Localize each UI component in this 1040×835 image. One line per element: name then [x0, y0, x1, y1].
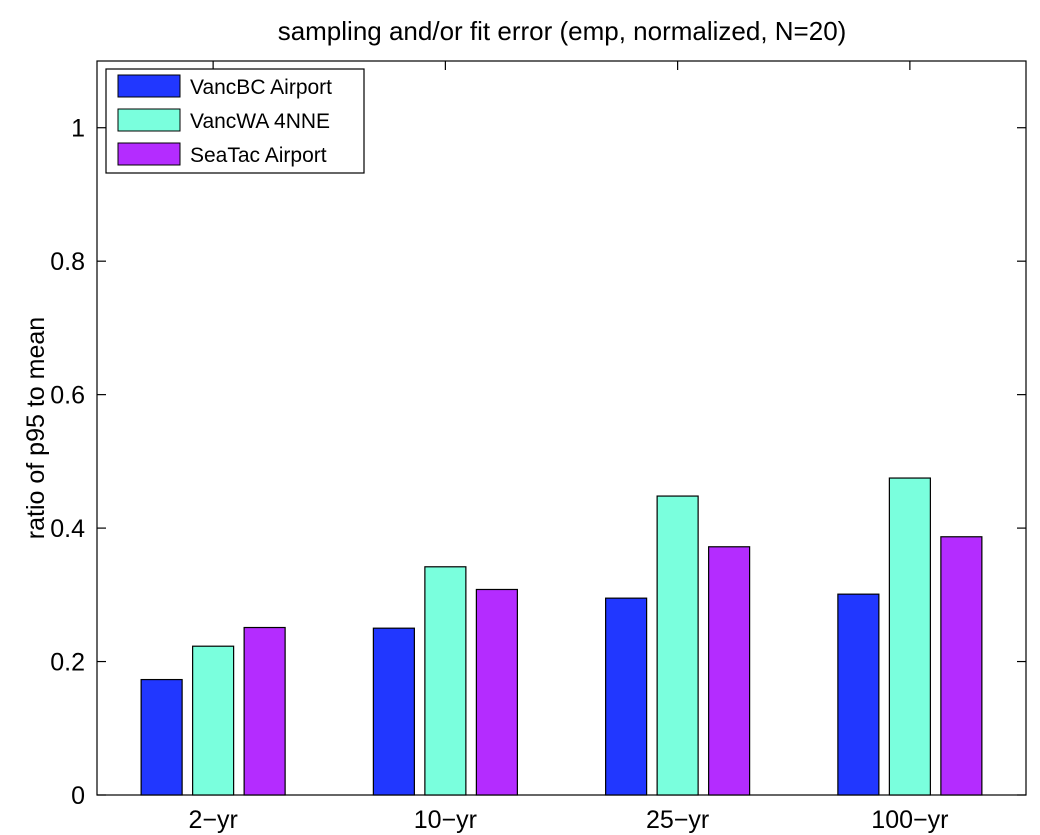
bar	[424, 566, 467, 796]
legend-label: SeaTac Airport	[190, 144, 327, 167]
bar	[140, 678, 183, 796]
x-tick-label: 2−yr	[188, 806, 237, 834]
x-tick-label: 10−yr	[414, 806, 477, 834]
bar	[940, 536, 983, 796]
y-tick-label: 0.4	[50, 515, 85, 543]
bar	[656, 495, 699, 796]
y-tick-label: 0.8	[50, 248, 85, 276]
bar	[475, 588, 518, 796]
legend: VancBC Airport VancWA 4NNE SeaTac Airport	[105, 68, 365, 174]
bar	[372, 627, 415, 796]
y-tick-label: 1	[71, 115, 85, 143]
y-tick-label: 0.2	[50, 649, 85, 677]
x-tick-label: 25−yr	[646, 806, 709, 834]
plot-area: 0 0.2 0.4 0.6 0.8 1 2−yr 10−yr 25−yr 100−yr	[50, 60, 1027, 834]
bar	[888, 477, 931, 796]
legend-swatch	[117, 142, 181, 166]
bar	[192, 645, 235, 796]
legend-label: VancBC Airport	[190, 76, 332, 99]
y-tick-label: 0	[71, 782, 85, 810]
bar	[708, 546, 751, 796]
legend-swatch	[117, 74, 181, 98]
bar	[837, 593, 880, 796]
y-tick-label: 0.6	[50, 382, 85, 410]
bar	[243, 626, 286, 796]
y-axis-label: ratio of p95 to mean	[22, 317, 50, 539]
legend-label: VancWA 4NNE	[190, 110, 330, 133]
bar	[605, 597, 648, 796]
legend-swatch	[117, 108, 181, 132]
x-tick-label: 100−yr	[871, 806, 948, 834]
chart-title: sampling and/or fit error (emp, normaliz…	[278, 16, 847, 46]
